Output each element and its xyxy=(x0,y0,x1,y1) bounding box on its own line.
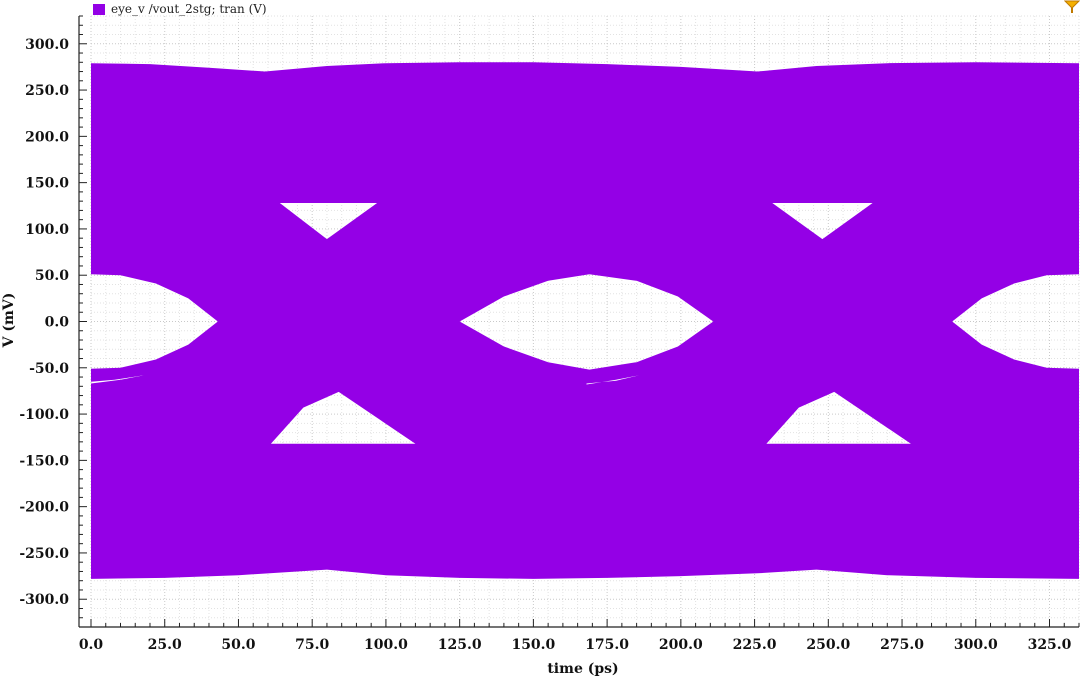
y-axis-ticks: 300.0 250.0 200.0 150.0 100.0 50.0 0.0 -50.0 -10… xyxy=(19,37,69,608)
x-tick-label: 225.0 xyxy=(733,637,777,653)
plot-area xyxy=(91,62,1079,579)
x-tick-label: 250.0 xyxy=(806,637,850,653)
legend: eye_v /vout_2stg; tran (V) xyxy=(93,2,267,16)
x-tick-label: 100.0 xyxy=(364,637,408,653)
y-tick-label: -300.0 xyxy=(19,592,69,608)
y-tick-label: -150.0 xyxy=(19,453,69,469)
x-tick-label: 0.0 xyxy=(79,637,104,653)
y-tick-label: 50.0 xyxy=(35,268,69,284)
x-tick-label: 75.0 xyxy=(295,637,329,653)
y-axis-title: V (mV) xyxy=(1,293,17,349)
y-tick-label: -200.0 xyxy=(19,500,69,516)
x-axis-title: time (ps) xyxy=(547,661,618,677)
y-tick-label: 250.0 xyxy=(25,83,69,99)
legend-label: eye_v /vout_2stg; tran (V) xyxy=(111,2,267,16)
y-tick-label: -250.0 xyxy=(19,546,69,562)
axes xyxy=(78,15,1080,628)
x-axis-ticks: 0.0 25.0 50.0 75.0 100.0 125.0 150.0 175.0 200.0… xyxy=(79,637,1072,653)
y-tick-label: -100.0 xyxy=(19,407,69,423)
x-tick-label: 25.0 xyxy=(148,637,182,653)
x-tick-label: 275.0 xyxy=(880,637,924,653)
x-tick-label: 125.0 xyxy=(438,637,482,653)
x-tick-label: 300.0 xyxy=(954,637,998,653)
y-tick-label: 0.0 xyxy=(45,315,70,331)
eye-diagram-trace xyxy=(91,62,1079,579)
cursor-marker-icon[interactable] xyxy=(1064,0,1080,14)
y-tick-label: 100.0 xyxy=(25,222,69,238)
y-tick-label: 200.0 xyxy=(25,129,69,145)
legend-swatch xyxy=(93,3,105,15)
x-tick-label: 175.0 xyxy=(585,637,629,653)
x-tick-label: 200.0 xyxy=(659,637,703,653)
x-tick-label: 325.0 xyxy=(1028,637,1072,653)
x-tick-label: 150.0 xyxy=(511,637,555,653)
y-tick-label: 150.0 xyxy=(25,176,69,192)
y-tick-label: 300.0 xyxy=(25,37,69,53)
x-tick-label: 50.0 xyxy=(221,637,255,653)
y-tick-label: -50.0 xyxy=(29,361,69,377)
